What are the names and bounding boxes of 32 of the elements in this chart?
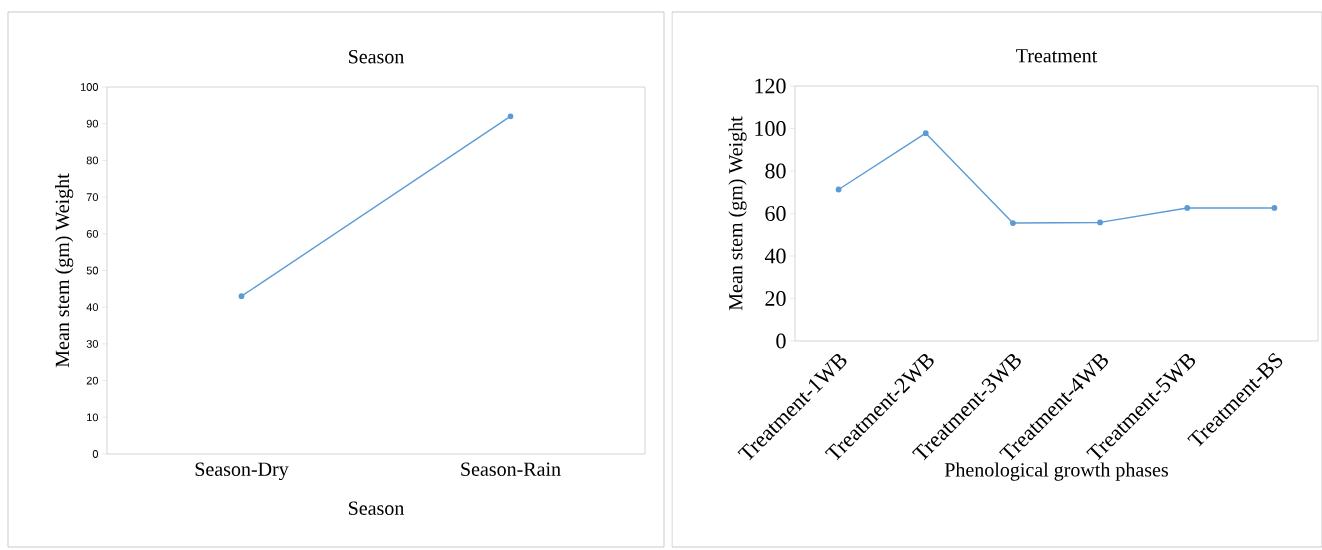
x-tick-label: Season-Dry — [195, 462, 289, 481]
y-tick-label: 120 — [755, 78, 786, 94]
y-tick-label: 40 — [764, 248, 786, 264]
x-axis-title: Season — [349, 501, 405, 515]
point — [835, 186, 842, 193]
chart-title: Treatment — [1016, 49, 1098, 63]
y-tick-label: 80 — [86, 156, 99, 165]
point — [1271, 205, 1278, 211]
y-tick-label: 20 — [86, 376, 99, 385]
y-tick-label: 70 — [86, 193, 99, 201]
y-tick-label: 90 — [86, 119, 99, 128]
y-axis-title: Mean stem (gm) Weight — [55, 173, 74, 368]
y-axis-title: Mean stem (gm) Weight — [728, 116, 747, 311]
point — [922, 130, 929, 137]
chart-title: Season — [349, 50, 405, 64]
point — [1097, 219, 1103, 226]
y-tick-label: 0 — [776, 333, 786, 349]
y-tick-label: 80 — [765, 163, 786, 179]
y-tick-label: 100 — [80, 83, 99, 91]
y-tick-label: 60 — [86, 229, 99, 238]
y-tick-label: 20 — [765, 291, 786, 306]
y-tick-label: 100 — [755, 121, 786, 136]
point — [1010, 220, 1016, 226]
y-tick-label: 40 — [86, 303, 99, 312]
y-tick-label: 60 — [765, 206, 786, 221]
point — [1184, 205, 1191, 211]
y-tick-label: 30 — [86, 340, 99, 348]
y-tick-label: 50 — [86, 266, 99, 275]
x-axis-title: Phenological growth phases — [944, 462, 1168, 481]
y-tick-label: 10 — [87, 413, 99, 422]
x-tick-label: Season-Rain — [461, 462, 561, 476]
y-tick-label: 0 — [92, 450, 99, 458]
